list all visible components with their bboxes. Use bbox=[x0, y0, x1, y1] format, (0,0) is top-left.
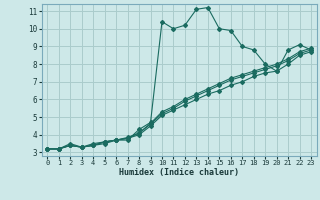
X-axis label: Humidex (Indice chaleur): Humidex (Indice chaleur) bbox=[119, 168, 239, 177]
